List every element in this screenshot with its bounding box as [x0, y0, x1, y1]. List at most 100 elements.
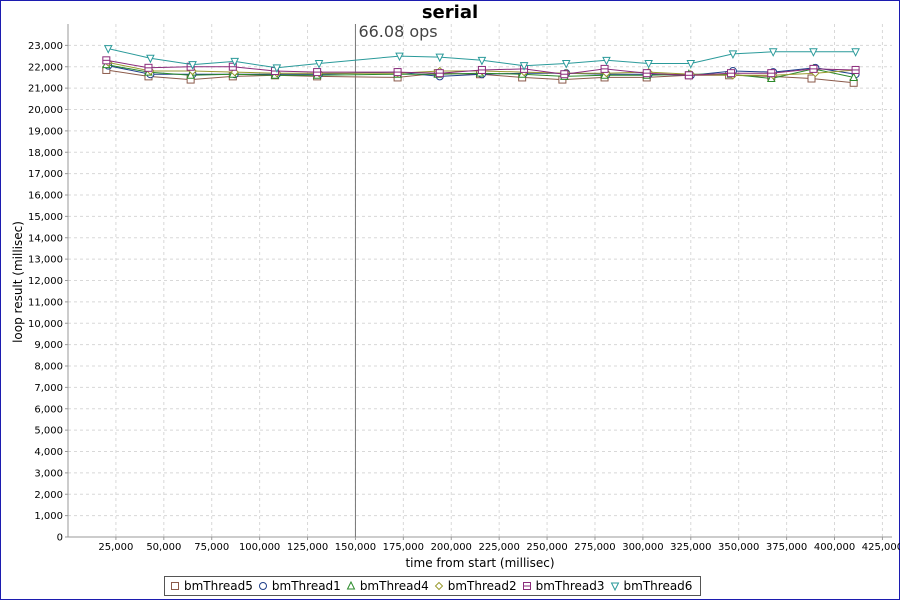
data-point [849, 72, 858, 81]
data-point [561, 60, 571, 69]
legend-marker [522, 582, 531, 590]
legend-marker-shape [522, 582, 531, 590]
data-point [272, 64, 282, 73]
x-tick-label: 100,000 [239, 542, 280, 553]
y-tick-label: 10,000 [28, 319, 63, 330]
x-tick-label: 300,000 [622, 542, 663, 553]
legend-label: bmThread3 [535, 579, 605, 593]
data-point [230, 57, 240, 67]
y-tick-label: 16,000 [28, 191, 63, 202]
y-axis-label: loop result (millisec) [11, 221, 25, 343]
plot-area [68, 24, 892, 537]
data-point [809, 48, 818, 57]
legend-marker [171, 582, 179, 590]
x-axis-ticks: 25,000 50,000 75,000 100,000 125,000 150,000 1… [98, 537, 900, 553]
y-tick-label: 3,000 [34, 468, 63, 479]
legend-marker-shape [258, 582, 267, 590]
y-tick-label: 17,000 [28, 169, 63, 180]
data-point [393, 68, 402, 77]
grid-lines [68, 24, 892, 538]
data-point [435, 69, 444, 78]
series-line [108, 62, 856, 76]
y-tick-label: 9,000 [34, 340, 63, 351]
data-point [146, 54, 155, 64]
y-tick-label: 5,000 [34, 426, 63, 437]
y-tick-label: 22,000 [28, 62, 63, 73]
legend-marker-shape [610, 582, 619, 592]
legend-marker-shape [434, 581, 443, 591]
x-tick-label: 25,000 [98, 542, 133, 553]
data-point [642, 69, 651, 78]
data-point [435, 53, 445, 63]
y-tick-label: 21,000 [28, 84, 63, 95]
legend-marker [258, 582, 267, 590]
data-point [560, 70, 569, 79]
legend-label: bmThread2 [447, 579, 517, 593]
x-tick-label: 200,000 [431, 542, 472, 553]
y-tick-label: 13,000 [28, 255, 63, 266]
data-point [600, 64, 609, 73]
series-line [106, 59, 856, 76]
data-point [313, 68, 322, 77]
data-point [144, 63, 153, 72]
legend: bmThread5 bmThread1 bmThread4 bmThread2 bmTh… [164, 576, 702, 596]
legend-label: bmThread5 [184, 579, 253, 593]
legend-item: bmThread6 [609, 579, 693, 593]
data-point [395, 52, 404, 62]
x-tick-label: 275,000 [574, 542, 615, 553]
y-tick-label: 6,000 [34, 404, 63, 415]
legend-label: bmThread1 [271, 579, 341, 593]
legend-label: bmThread6 [623, 579, 693, 593]
x-tick-label: 250,000 [526, 542, 567, 553]
x-tick-label: 325,000 [670, 542, 711, 553]
data-point [477, 65, 486, 74]
data-point [767, 69, 776, 78]
y-tick-label: 19,000 [28, 126, 63, 137]
data-point [728, 50, 738, 60]
y-tick-label: 18,000 [28, 148, 63, 159]
x-tick-label: 75,000 [194, 542, 229, 553]
y-tick-label: 2,000 [34, 490, 63, 501]
legend-item: bmThread4 [345, 579, 429, 593]
y-tick-label: 8,000 [34, 362, 63, 373]
x-tick-label: 225,000 [478, 542, 519, 553]
x-tick-label: 175,000 [383, 542, 424, 553]
y-tick-label: 0 [57, 533, 63, 544]
legend-marker-shape [171, 582, 179, 590]
legend-item: bmThread3 [521, 579, 605, 593]
y-tick-label: 15,000 [28, 212, 63, 223]
chart-title: serial [422, 2, 478, 23]
data-point [851, 65, 860, 74]
legend-marker [346, 580, 356, 590]
y-tick-label: 12,000 [28, 276, 63, 287]
marker-label: 66.08 ops [358, 22, 437, 41]
data-point [602, 56, 611, 66]
x-tick-label: 425,000 [862, 542, 900, 553]
x-tick-label: 125,000 [287, 542, 328, 553]
y-axis-ticks: 0 1,000 2,000 3,000 4,000 5,000 6,000 7,000 8,00… [28, 41, 68, 544]
x-tick-label: 150,000 [335, 542, 376, 553]
data-point [686, 60, 696, 69]
data-point [644, 60, 653, 69]
data-point [102, 56, 111, 65]
series-line [108, 48, 856, 69]
data-point [768, 48, 778, 57]
data-point [809, 64, 818, 73]
series-layer [102, 45, 860, 87]
y-tick-label: 7,000 [34, 383, 63, 394]
y-tick-label: 4,000 [34, 447, 63, 458]
data-point [188, 61, 197, 70]
x-tick-label: 350,000 [718, 542, 759, 553]
series-bmThread6 [103, 45, 860, 73]
data-point [314, 60, 324, 69]
y-tick-label: 11,000 [28, 297, 63, 308]
x-tick-label: 375,000 [766, 542, 807, 553]
data-point [519, 62, 529, 71]
y-tick-label: 14,000 [28, 233, 63, 244]
x-tick-label: 50,000 [146, 542, 181, 553]
y-tick-label: 20,000 [28, 105, 63, 116]
x-axis-label: time from start (millisec) [405, 556, 554, 570]
time-marker: 66.08 ops [354, 22, 438, 537]
data-point [228, 62, 237, 71]
